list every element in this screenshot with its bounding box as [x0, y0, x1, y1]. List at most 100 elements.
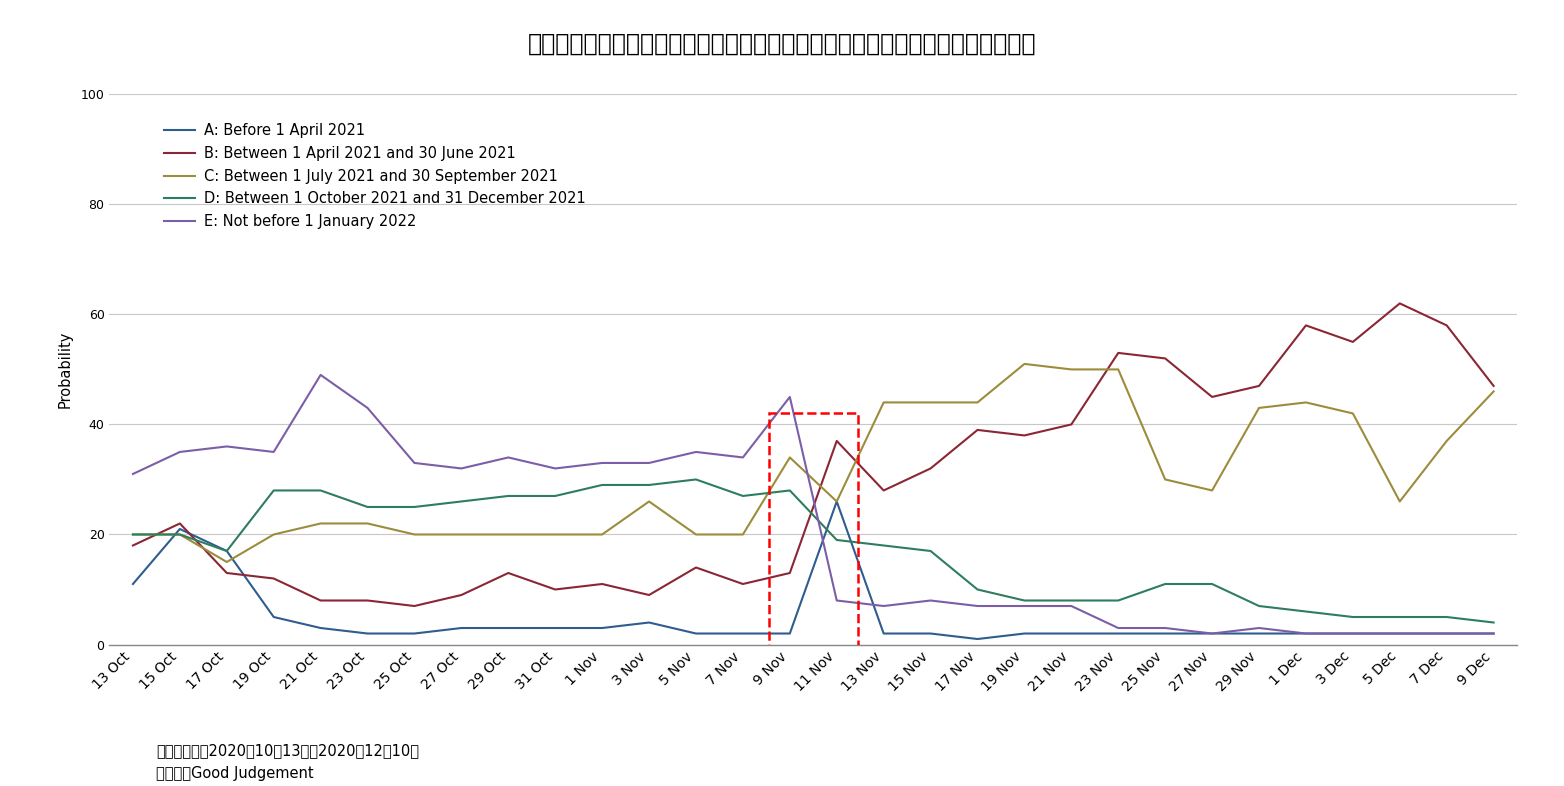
E: Not before 1 January 2022: (16, 7): Not before 1 January 2022: (16, 7): [874, 601, 893, 611]
B: Between 1 April 2021 and 30 June 2021: (22, 52): Between 1 April 2021 and 30 June 2021: (…: [1156, 354, 1175, 363]
B: Between 1 April 2021 and 30 June 2021: (15, 37): Between 1 April 2021 and 30 June 2021: (…: [827, 436, 846, 446]
B: Between 1 April 2021 and 30 June 2021: (7, 9): Between 1 April 2021 and 30 June 2021: (…: [452, 590, 471, 600]
B: Between 1 April 2021 and 30 June 2021: (20, 40): Between 1 April 2021 and 30 June 2021: (…: [1062, 420, 1081, 429]
B: Between 1 April 2021 and 30 June 2021: (3, 12): Between 1 April 2021 and 30 June 2021: (…: [264, 574, 283, 583]
B: Between 1 April 2021 and 30 June 2021: (10, 11): Between 1 April 2021 and 30 June 2021: (…: [593, 579, 612, 589]
E: Not before 1 January 2022: (19, 7): Not before 1 January 2022: (19, 7): [1015, 601, 1034, 611]
B: Between 1 April 2021 and 30 June 2021: (4, 8): Between 1 April 2021 and 30 June 2021: (…: [311, 596, 330, 605]
C: Between 1 July 2021 and 30 September 2021: (26, 42): Between 1 July 2021 and 30 September 202…: [1343, 409, 1362, 418]
E: Not before 1 January 2022: (5, 43): Not before 1 January 2022: (5, 43): [358, 403, 377, 413]
B: Between 1 April 2021 and 30 June 2021: (24, 47): Between 1 April 2021 and 30 June 2021: (…: [1250, 381, 1268, 391]
E: Not before 1 January 2022: (7, 32): Not before 1 January 2022: (7, 32): [452, 464, 471, 473]
A: Before 1 April 2021: (12, 2): Before 1 April 2021: (12, 2): [687, 629, 705, 638]
C: Between 1 July 2021 and 30 September 2021: (15, 26): Between 1 July 2021 and 30 September 202…: [827, 497, 846, 506]
D: Between 1 October 2021 and 31 December 2021: (1, 20): Between 1 October 2021 and 31 December 2…: [170, 530, 189, 539]
C: Between 1 July 2021 and 30 September 2021: (21, 50): Between 1 July 2021 and 30 September 202…: [1109, 365, 1128, 374]
D: Between 1 October 2021 and 31 December 2021: (21, 8): Between 1 October 2021 and 31 December 2…: [1109, 596, 1128, 605]
D: Between 1 October 2021 and 31 December 2021: (6, 25): Between 1 October 2021 and 31 December 2…: [405, 502, 424, 512]
B: Between 1 April 2021 and 30 June 2021: (28, 58): Between 1 April 2021 and 30 June 2021: (…: [1437, 321, 1456, 330]
C: Between 1 July 2021 and 30 September 2021: (4, 22): Between 1 July 2021 and 30 September 202…: [311, 519, 330, 528]
E: Not before 1 January 2022: (20, 7): Not before 1 January 2022: (20, 7): [1062, 601, 1081, 611]
C: Between 1 July 2021 and 30 September 2021: (20, 50): Between 1 July 2021 and 30 September 202…: [1062, 365, 1081, 374]
C: Between 1 July 2021 and 30 September 2021: (23, 28): Between 1 July 2021 and 30 September 202…: [1203, 486, 1221, 495]
D: Between 1 October 2021 and 31 December 2021: (5, 25): Between 1 October 2021 and 31 December 2…: [358, 502, 377, 512]
E: Not before 1 January 2022: (15, 8): Not before 1 January 2022: (15, 8): [827, 596, 846, 605]
B: Between 1 April 2021 and 30 June 2021: (25, 58): Between 1 April 2021 and 30 June 2021: (…: [1297, 321, 1315, 330]
Text: 図表６　新型コロナウイルスのワクチン提供時期についてのアンケート調査結果: 図表６ 新型コロナウイルスのワクチン提供時期についてのアンケート調査結果: [527, 31, 1037, 56]
D: Between 1 October 2021 and 31 December 2021: (10, 29): Between 1 October 2021 and 31 December 2…: [593, 480, 612, 490]
Line: E: Not before 1 January 2022: E: Not before 1 January 2022: [133, 375, 1494, 634]
A: Before 1 April 2021: (29, 2): Before 1 April 2021: (29, 2): [1484, 629, 1503, 638]
A: Before 1 April 2021: (17, 2): Before 1 April 2021: (17, 2): [921, 629, 940, 638]
D: Between 1 October 2021 and 31 December 2021: (24, 7): Between 1 October 2021 and 31 December 2…: [1250, 601, 1268, 611]
A: Before 1 April 2021: (22, 2): Before 1 April 2021: (22, 2): [1156, 629, 1175, 638]
E: Not before 1 January 2022: (22, 3): Not before 1 January 2022: (22, 3): [1156, 623, 1175, 633]
E: Not before 1 January 2022: (12, 35): Not before 1 January 2022: (12, 35): [687, 447, 705, 457]
E: Not before 1 January 2022: (18, 7): Not before 1 January 2022: (18, 7): [968, 601, 987, 611]
A: Before 1 April 2021: (21, 2): Before 1 April 2021: (21, 2): [1109, 629, 1128, 638]
C: Between 1 July 2021 and 30 September 2021: (7, 20): Between 1 July 2021 and 30 September 202…: [452, 530, 471, 539]
Line: B: Between 1 April 2021 and 30 June 2021: B: Between 1 April 2021 and 30 June 2021: [133, 303, 1494, 606]
E: Not before 1 January 2022: (25, 2): Not before 1 January 2022: (25, 2): [1297, 629, 1315, 638]
C: Between 1 July 2021 and 30 September 2021: (22, 30): Between 1 July 2021 and 30 September 202…: [1156, 475, 1175, 484]
B: Between 1 April 2021 and 30 June 2021: (12, 14): Between 1 April 2021 and 30 June 2021: (…: [687, 563, 705, 572]
B: Between 1 April 2021 and 30 June 2021: (0, 18): Between 1 April 2021 and 30 June 2021: (…: [124, 541, 142, 550]
E: Not before 1 January 2022: (10, 33): Not before 1 January 2022: (10, 33): [593, 458, 612, 468]
C: Between 1 July 2021 and 30 September 2021: (19, 51): Between 1 July 2021 and 30 September 202…: [1015, 359, 1034, 369]
C: Between 1 July 2021 and 30 September 2021: (0, 20): Between 1 July 2021 and 30 September 202…: [124, 530, 142, 539]
C: Between 1 July 2021 and 30 September 2021: (13, 20): Between 1 July 2021 and 30 September 202…: [734, 530, 752, 539]
Line: C: Between 1 July 2021 and 30 September 2021: C: Between 1 July 2021 and 30 September …: [133, 364, 1494, 562]
C: Between 1 July 2021 and 30 September 2021: (17, 44): Between 1 July 2021 and 30 September 202…: [921, 398, 940, 407]
E: Not before 1 January 2022: (14, 45): Not before 1 January 2022: (14, 45): [780, 392, 799, 402]
E: Not before 1 January 2022: (3, 35): Not before 1 January 2022: (3, 35): [264, 447, 283, 457]
A: Before 1 April 2021: (0, 11): Before 1 April 2021: (0, 11): [124, 579, 142, 589]
A: Before 1 April 2021: (19, 2): Before 1 April 2021: (19, 2): [1015, 629, 1034, 638]
E: Not before 1 January 2022: (23, 2): Not before 1 January 2022: (23, 2): [1203, 629, 1221, 638]
E: Not before 1 January 2022: (27, 2): Not before 1 January 2022: (27, 2): [1390, 629, 1409, 638]
D: Between 1 October 2021 and 31 December 2021: (9, 27): Between 1 October 2021 and 31 December 2…: [546, 491, 565, 501]
D: Between 1 October 2021 and 31 December 2021: (29, 4): Between 1 October 2021 and 31 December 2…: [1484, 618, 1503, 627]
A: Before 1 April 2021: (20, 2): Before 1 April 2021: (20, 2): [1062, 629, 1081, 638]
E: Not before 1 January 2022: (2, 36): Not before 1 January 2022: (2, 36): [217, 442, 236, 451]
C: Between 1 July 2021 and 30 September 2021: (16, 44): Between 1 July 2021 and 30 September 202…: [874, 398, 893, 407]
D: Between 1 October 2021 and 31 December 2021: (0, 20): Between 1 October 2021 and 31 December 2…: [124, 530, 142, 539]
A: Before 1 April 2021: (23, 2): Before 1 April 2021: (23, 2): [1203, 629, 1221, 638]
B: Between 1 April 2021 and 30 June 2021: (9, 10): Between 1 April 2021 and 30 June 2021: (…: [546, 585, 565, 594]
A: Before 1 April 2021: (28, 2): Before 1 April 2021: (28, 2): [1437, 629, 1456, 638]
A: Before 1 April 2021: (7, 3): Before 1 April 2021: (7, 3): [452, 623, 471, 633]
D: Between 1 October 2021 and 31 December 2021: (3, 28): Between 1 October 2021 and 31 December 2…: [264, 486, 283, 495]
E: Not before 1 January 2022: (4, 49): Not before 1 January 2022: (4, 49): [311, 370, 330, 380]
B: Between 1 April 2021 and 30 June 2021: (19, 38): Between 1 April 2021 and 30 June 2021: (…: [1015, 431, 1034, 440]
A: Before 1 April 2021: (2, 17): Before 1 April 2021: (2, 17): [217, 546, 236, 556]
A: Before 1 April 2021: (1, 21): Before 1 April 2021: (1, 21): [170, 524, 189, 534]
A: Before 1 April 2021: (16, 2): Before 1 April 2021: (16, 2): [874, 629, 893, 638]
E: Not before 1 January 2022: (29, 2): Not before 1 January 2022: (29, 2): [1484, 629, 1503, 638]
A: Before 1 April 2021: (25, 2): Before 1 April 2021: (25, 2): [1297, 629, 1315, 638]
B: Between 1 April 2021 and 30 June 2021: (13, 11): Between 1 April 2021 and 30 June 2021: (…: [734, 579, 752, 589]
B: Between 1 April 2021 and 30 June 2021: (29, 47): Between 1 April 2021 and 30 June 2021: (…: [1484, 381, 1503, 391]
C: Between 1 July 2021 and 30 September 2021: (3, 20): Between 1 July 2021 and 30 September 202…: [264, 530, 283, 539]
E: Not before 1 January 2022: (1, 35): Not before 1 January 2022: (1, 35): [170, 447, 189, 457]
C: Between 1 July 2021 and 30 September 2021: (1, 20): Between 1 July 2021 and 30 September 202…: [170, 530, 189, 539]
C: Between 1 July 2021 and 30 September 2021: (25, 44): Between 1 July 2021 and 30 September 202…: [1297, 398, 1315, 407]
D: Between 1 October 2021 and 31 December 2021: (28, 5): Between 1 October 2021 and 31 December 2…: [1437, 612, 1456, 622]
B: Between 1 April 2021 and 30 June 2021: (18, 39): Between 1 April 2021 and 30 June 2021: (…: [968, 425, 987, 435]
A: Before 1 April 2021: (6, 2): Before 1 April 2021: (6, 2): [405, 629, 424, 638]
E: Not before 1 January 2022: (17, 8): Not before 1 January 2022: (17, 8): [921, 596, 940, 605]
A: Before 1 April 2021: (8, 3): Before 1 April 2021: (8, 3): [499, 623, 518, 633]
A: Before 1 April 2021: (14, 2): Before 1 April 2021: (14, 2): [780, 629, 799, 638]
D: Between 1 October 2021 and 31 December 2021: (14, 28): Between 1 October 2021 and 31 December 2…: [780, 486, 799, 495]
B: Between 1 April 2021 and 30 June 2021: (2, 13): Between 1 April 2021 and 30 June 2021: (…: [217, 568, 236, 578]
A: Before 1 April 2021: (4, 3): Before 1 April 2021: (4, 3): [311, 623, 330, 633]
B: Between 1 April 2021 and 30 June 2021: (14, 13): Between 1 April 2021 and 30 June 2021: (…: [780, 568, 799, 578]
Text: （出所）Good Judgement: （出所）Good Judgement: [156, 766, 314, 781]
C: Between 1 July 2021 and 30 September 2021: (18, 44): Between 1 July 2021 and 30 September 202…: [968, 398, 987, 407]
C: Between 1 July 2021 and 30 September 2021: (29, 46): Between 1 July 2021 and 30 September 202…: [1484, 387, 1503, 396]
Bar: [769, 413, 857, 652]
D: Between 1 October 2021 and 31 December 2021: (27, 5): Between 1 October 2021 and 31 December 2…: [1390, 612, 1409, 622]
B: Between 1 April 2021 and 30 June 2021: (21, 53): Between 1 April 2021 and 30 June 2021: (…: [1109, 348, 1128, 358]
B: Between 1 April 2021 and 30 June 2021: (26, 55): Between 1 April 2021 and 30 June 2021: (…: [1343, 337, 1362, 347]
Line: D: Between 1 October 2021 and 31 December 2021: D: Between 1 October 2021 and 31 Decembe…: [133, 479, 1494, 623]
Legend: A: Before 1 April 2021, B: Between 1 April 2021 and 30 June 2021, C: Between 1 J: A: Before 1 April 2021, B: Between 1 Apr…: [158, 118, 591, 234]
D: Between 1 October 2021 and 31 December 2021: (8, 27): Between 1 October 2021 and 31 December 2…: [499, 491, 518, 501]
